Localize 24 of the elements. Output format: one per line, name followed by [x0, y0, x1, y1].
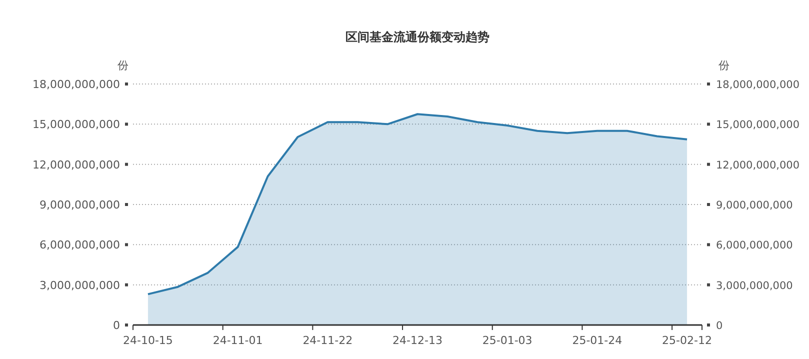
y-tick-label: 3,000,000,000 [40, 278, 120, 292]
x-tick-label: 25-02-12 [662, 334, 712, 347]
y2-tick-label: 12,000,000,000 [716, 159, 800, 172]
x-tick-label: 25-01-03 [482, 334, 532, 347]
y2-tick-label: 6,000,000,000 [716, 240, 793, 252]
x-tick-label: 25-01-24 [572, 334, 622, 347]
y-tick-label: 15,000,000,000 [32, 118, 120, 132]
y2-tick-label: 18,000,000,000 [716, 79, 800, 91]
x-tick-label: 24-11-22 [302, 334, 353, 347]
y2-axis-title: 份 [718, 59, 730, 72]
y2-tick-label: 15,000,000,000 [716, 119, 800, 132]
y-tick-label: 6,000,000,000 [40, 238, 120, 252]
y2-tick-label: 0 [716, 320, 723, 332]
chart-title: 区间基金流通份额变动趋势 [346, 30, 490, 44]
y-tick-label: 12,000,000,000 [32, 158, 120, 172]
x-tick-label: 24-11-01 [212, 334, 263, 347]
y2-tick-label: 9,000,000,000 [716, 200, 793, 212]
y2-tick-label: 3,000,000,000 [716, 280, 793, 292]
x-tick-label: 24-12-13 [392, 334, 442, 347]
y-axis-title: 份 [118, 59, 128, 72]
y-tick-label: 18,000,000,000 [32, 78, 120, 91]
y-tick-label: 0 [113, 319, 120, 332]
y-tick-label: 9,000,000,000 [40, 198, 120, 212]
x-tick-label: 24-10-15 [123, 334, 173, 347]
